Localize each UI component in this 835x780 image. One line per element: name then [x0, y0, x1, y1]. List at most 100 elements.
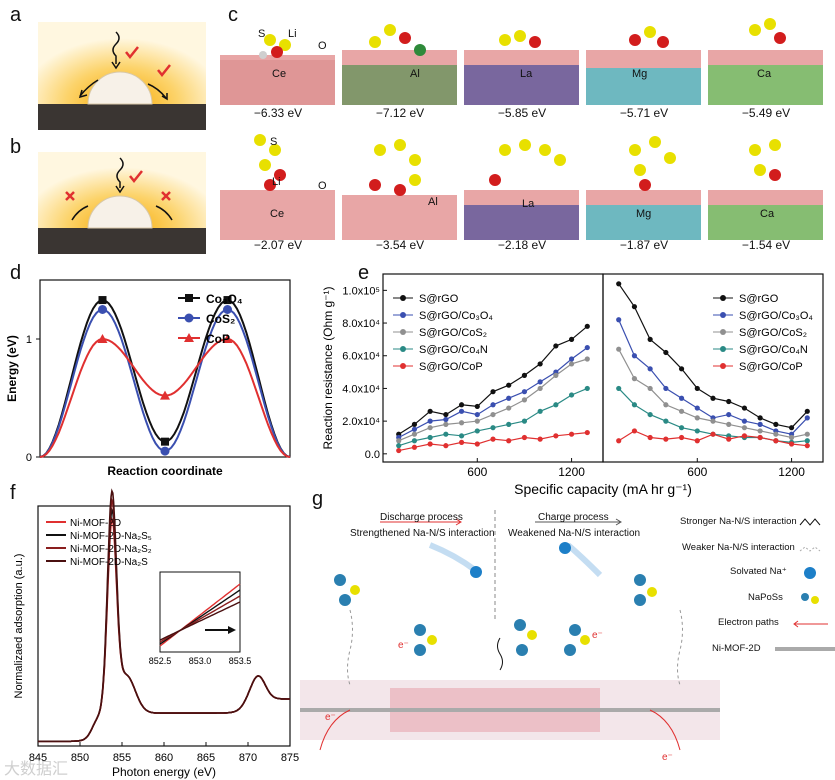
- data-point: [443, 443, 449, 449]
- legend-marker: [720, 363, 726, 369]
- reaction-resistance-chart: 600 1200 S@rGO S@rGO/Co₃O₄ S@rGO/CoS₂ S@rGO/C…: [321, 273, 824, 497]
- inset-x-tick-label: 852.5: [149, 656, 172, 666]
- data-point: [804, 408, 810, 414]
- solvated-na-ion: [470, 566, 482, 578]
- data-point: [537, 408, 543, 414]
- atom-label: Ce: [272, 68, 287, 80]
- plot-frame: [39, 279, 291, 458]
- data-point: [443, 416, 449, 423]
- schematic-a: [38, 22, 206, 130]
- legend-marker: [720, 295, 726, 301]
- data-point: [474, 403, 480, 410]
- data-point: [458, 433, 465, 439]
- x-tick-label: 865: [197, 752, 215, 764]
- x-tick-label: 1200: [558, 465, 585, 479]
- data-point: [506, 421, 512, 427]
- incoming-arrow: [116, 157, 124, 188]
- legend-label: Ni-MOF-2D-Na₂S₂: [70, 544, 152, 555]
- legend-marker: [720, 346, 726, 352]
- data-point: [506, 395, 512, 401]
- data-point: [694, 385, 700, 392]
- inset-series-line: [159, 601, 241, 641]
- atom-label: Li: [272, 176, 281, 188]
- legend-label: S@rGO/CoS₂: [419, 327, 487, 339]
- data-point: [726, 398, 732, 405]
- energy-label: −5.71 eV: [619, 106, 669, 120]
- dft-structures: [220, 18, 823, 240]
- structure-mg-row2: [586, 136, 701, 240]
- legend-label: S@rGO/CoS₂: [739, 327, 807, 339]
- y-axis-label: Normalizaed adsorption (a.u.): [13, 554, 25, 699]
- atom-label: Ce: [270, 208, 285, 220]
- x-tick-label: 850: [71, 752, 89, 764]
- data-point: [804, 438, 810, 444]
- data-point: [97, 334, 108, 343]
- data-point: [568, 336, 575, 342]
- legend-stronger: Stronger Na-N/S interaction: [680, 516, 797, 527]
- atom-label: Mg: [632, 68, 648, 80]
- legend-marker: [400, 346, 406, 352]
- data-point: [788, 441, 795, 447]
- legend-marker: [400, 363, 406, 369]
- legend-label: S@rGO: [419, 293, 459, 305]
- napolysulfide-cluster: [414, 624, 437, 656]
- data-point: [710, 418, 716, 424]
- panel-letter-f: f: [10, 482, 16, 504]
- data-point: [694, 415, 700, 421]
- energy-label: −7.12 eV: [375, 106, 425, 120]
- x-axis-label: Reaction coordinate: [107, 464, 223, 478]
- data-point: [506, 405, 512, 411]
- data-point: [396, 438, 402, 444]
- legend-marker: [720, 312, 726, 318]
- data-point: [568, 361, 575, 367]
- panel-letter-c: c: [228, 4, 238, 26]
- electron-path: [649, 709, 681, 751]
- weaker-interaction: [347, 609, 353, 686]
- data-point: [804, 431, 810, 437]
- schematic-b: [38, 152, 206, 254]
- data-point: [553, 343, 559, 349]
- data-point: [160, 446, 170, 456]
- curved-arrow-right: [147, 83, 167, 99]
- data-point: [741, 425, 748, 431]
- data-point: [568, 392, 575, 398]
- data-point: [584, 323, 590, 329]
- data-point: [616, 317, 622, 323]
- structure-ce-row1: [220, 34, 335, 105]
- data-point: [537, 385, 543, 392]
- substrate: [38, 228, 206, 254]
- structure-mg-row1: [586, 26, 701, 105]
- atom-label: Al: [410, 68, 420, 80]
- data-point: [647, 385, 653, 392]
- data-point: [490, 402, 496, 408]
- data-point: [663, 349, 669, 356]
- data-point: [443, 431, 449, 437]
- legend-napolysulfide: NaPoSs: [748, 592, 783, 603]
- napolysulfide-cluster: [634, 574, 657, 606]
- data-point: [474, 411, 480, 418]
- weaker-interaction: [677, 609, 683, 686]
- data-point: [726, 411, 732, 418]
- stronger-interaction: [497, 637, 503, 671]
- plot-frame: [602, 273, 824, 463]
- energy-label: −1.87 eV: [619, 238, 669, 252]
- structure-al-row1: [342, 24, 457, 105]
- data-point: [222, 334, 233, 343]
- energy-label: −6.33 eV: [253, 106, 303, 120]
- data-point: [694, 405, 700, 411]
- atom-label: La: [520, 68, 533, 80]
- legend-electron-paths: Electron paths: [718, 617, 779, 628]
- legend-marker: [720, 329, 726, 335]
- check-icon: [157, 64, 171, 78]
- data-point: [647, 336, 653, 342]
- legend-weaker: Weaker Na-N/S interaction: [682, 542, 795, 553]
- series-line: [398, 325, 588, 435]
- data-point: [411, 444, 418, 450]
- particle: [87, 71, 153, 105]
- data-point: [98, 296, 107, 305]
- data-point: [458, 439, 465, 445]
- data-point: [506, 382, 512, 388]
- energy-label: −1.54 eV: [741, 238, 791, 252]
- data-point: [161, 437, 169, 446]
- curved-arrow-left: [71, 205, 89, 221]
